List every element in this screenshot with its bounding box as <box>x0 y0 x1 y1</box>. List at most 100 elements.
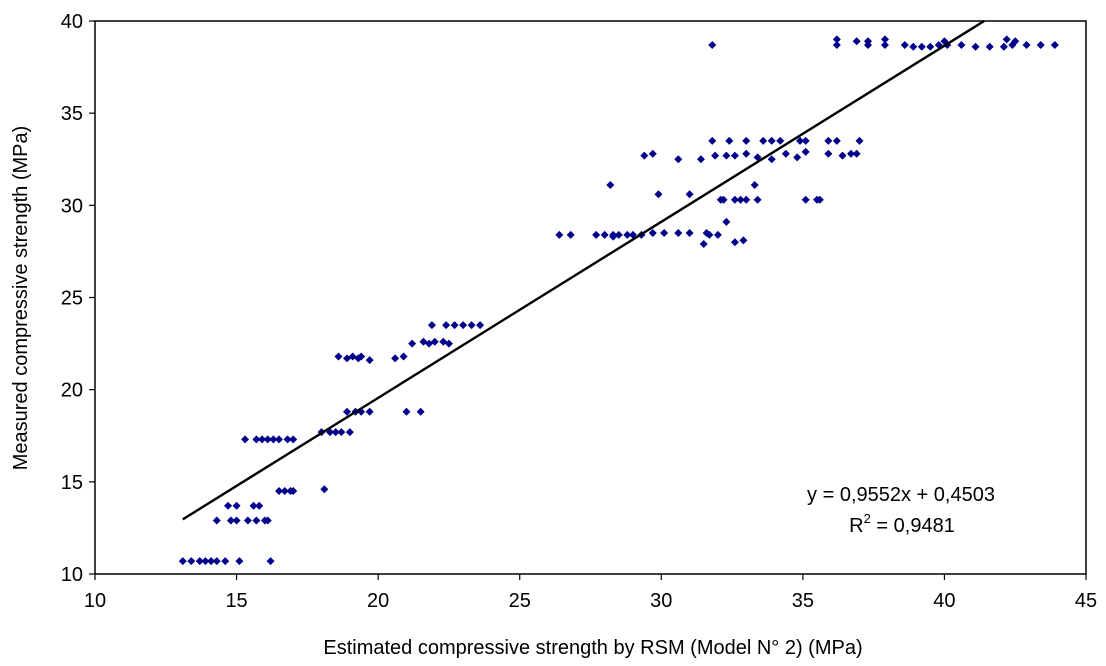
data-point <box>201 557 210 566</box>
data-point <box>187 557 196 566</box>
data-point <box>331 428 340 437</box>
data-point <box>909 42 918 51</box>
y-tick-label: 15 <box>61 472 83 494</box>
data-point <box>971 42 980 51</box>
data-point <box>685 228 694 237</box>
y-tick-label: 40 <box>61 11 83 33</box>
data-point <box>796 136 805 145</box>
r-squared-prefix: R <box>849 515 863 537</box>
data-point <box>212 557 221 566</box>
trendline-layer <box>182 20 985 521</box>
data-point <box>880 35 889 44</box>
data-point <box>337 428 346 437</box>
data-point <box>696 155 705 164</box>
data-point <box>226 516 235 525</box>
data-point <box>957 40 966 49</box>
data-point <box>258 435 267 444</box>
data-point <box>708 136 717 145</box>
plot-area <box>94 20 1087 575</box>
data-point <box>260 516 269 525</box>
data-point <box>178 557 187 566</box>
data-point <box>320 485 329 494</box>
data-point <box>736 195 745 204</box>
data-point <box>742 195 751 204</box>
data-point <box>640 151 649 160</box>
r-squared-label: R2 = 0,9481 <box>849 511 955 537</box>
data-point <box>824 149 833 158</box>
data-point <box>648 228 657 237</box>
data-point <box>767 155 776 164</box>
data-point <box>235 557 244 566</box>
data-point <box>275 487 284 496</box>
data-point <box>705 230 714 239</box>
data-point <box>722 217 731 226</box>
data-point <box>793 153 802 162</box>
data-point <box>685 190 694 199</box>
r-squared-value: = 0,9481 <box>871 515 955 537</box>
data-point <box>1050 40 1059 49</box>
data-point <box>730 151 739 160</box>
data-point <box>759 136 768 145</box>
data-point <box>852 149 861 158</box>
data-point <box>648 149 657 158</box>
data-point <box>289 487 298 496</box>
x-tick-label: 15 <box>225 590 247 612</box>
data-point <box>275 435 284 444</box>
trendline <box>182 20 985 521</box>
data-point <box>408 339 417 348</box>
data-point <box>815 195 824 204</box>
x-tick-label: 10 <box>84 590 106 612</box>
data-point <box>195 557 204 566</box>
x-tick-label: 40 <box>933 590 955 612</box>
data-point <box>654 190 663 199</box>
data-point <box>555 230 564 239</box>
data-point <box>444 339 453 348</box>
x-tick-label: 30 <box>650 590 672 612</box>
data-point <box>402 407 411 416</box>
data-point <box>832 35 841 44</box>
data-point <box>674 228 683 237</box>
data-point <box>342 407 351 416</box>
data-point <box>999 42 1008 51</box>
data-point <box>442 321 451 330</box>
y-tick-label: 30 <box>61 195 83 217</box>
data-point <box>207 557 216 566</box>
data-point <box>917 42 926 51</box>
data-point <box>416 407 425 416</box>
data-point <box>863 40 872 49</box>
data-point <box>232 501 241 510</box>
data-point <box>926 42 935 51</box>
data-point <box>345 428 354 437</box>
data-point <box>252 435 261 444</box>
y-tick-label: 20 <box>61 380 83 402</box>
data-point <box>838 151 847 160</box>
y-tick-label: 25 <box>61 288 83 310</box>
y-axis-title: Measured compressive strength (MPa) <box>10 126 32 471</box>
data-point <box>900 40 909 49</box>
data-point <box>212 516 221 525</box>
data-point <box>427 321 436 330</box>
data-point <box>255 501 264 510</box>
data-point <box>801 147 810 156</box>
axes: 10 15 20 25 30 35 40 45 10 15 20 25 30 35 40 <box>61 11 1097 612</box>
data-point <box>767 136 776 145</box>
data-point <box>753 195 762 204</box>
data-point <box>719 195 728 204</box>
data-point <box>832 40 841 49</box>
data-point <box>241 435 250 444</box>
data-point <box>739 236 748 245</box>
data-point <box>430 337 439 346</box>
data-point <box>232 516 241 525</box>
r-squared-superscript: 2 <box>864 511 871 526</box>
data-point <box>365 407 374 416</box>
data-point <box>399 352 408 361</box>
data-point <box>776 136 785 145</box>
y-tick-label: 10 <box>61 564 83 586</box>
x-tick-label: 35 <box>792 590 814 612</box>
data-point <box>713 230 722 239</box>
data-point <box>1011 37 1020 46</box>
data-point <box>249 501 258 510</box>
data-point <box>289 435 298 444</box>
data-point <box>266 557 275 566</box>
